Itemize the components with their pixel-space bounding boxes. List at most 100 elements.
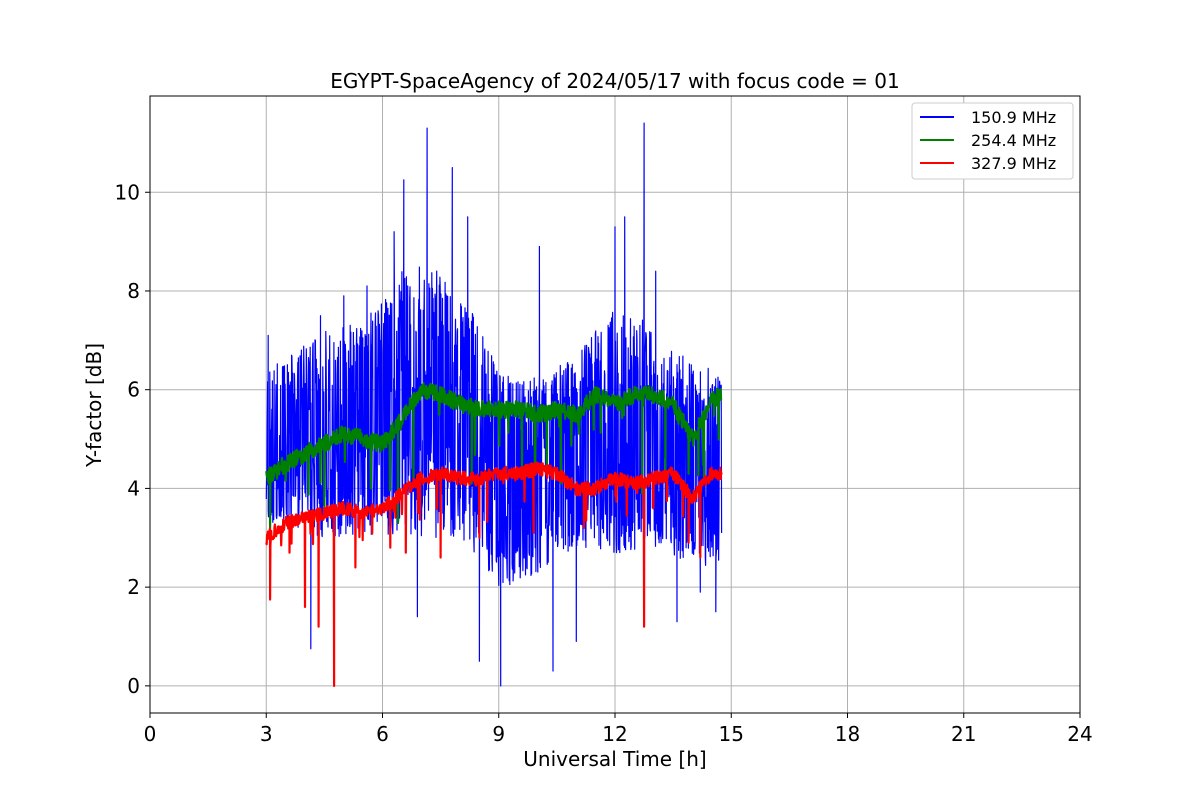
- spike-point: [643, 123, 644, 124]
- spike-point: [320, 315, 321, 316]
- spike-point: [310, 648, 311, 649]
- spike-point: [355, 567, 356, 568]
- data-point: [266, 478, 267, 479]
- x-tick-label: 0: [144, 722, 157, 746]
- data-point: [614, 478, 615, 479]
- data-point: [576, 488, 577, 489]
- data-point: [479, 409, 480, 410]
- data-point: [721, 473, 722, 474]
- data-point: [634, 394, 635, 395]
- spike-point: [655, 271, 656, 272]
- spike-point: [403, 179, 404, 180]
- data-point: [595, 394, 596, 395]
- y-axis-ticks: 0 2 4 6 8 10: [115, 180, 150, 698]
- x-tick-label: 24: [1067, 722, 1092, 746]
- spike-point: [289, 552, 290, 553]
- spike-point: [479, 661, 480, 662]
- data-point: [653, 438, 654, 439]
- data-point: [721, 463, 722, 464]
- series-254-4-mhz: [265, 382, 723, 529]
- data-point: [285, 522, 286, 523]
- data-point: [711, 399, 712, 400]
- y-tick-label: 0: [127, 674, 140, 698]
- data-point: [324, 512, 325, 513]
- series-line: [265, 382, 723, 529]
- spike-point: [394, 231, 395, 232]
- spike-point: [343, 295, 344, 296]
- data-point: [285, 458, 286, 459]
- spike-point: [268, 335, 269, 336]
- spike-point: [624, 216, 625, 217]
- data-point: [459, 404, 460, 405]
- data-point: [634, 424, 635, 425]
- data-point: [711, 463, 712, 464]
- data-point: [576, 453, 577, 454]
- x-tick-label: 3: [260, 722, 273, 746]
- data-point: [401, 493, 402, 494]
- legend: 150.9 MHz 254.4 MHz 327.9 MHz: [911, 102, 1074, 180]
- series-line: [265, 461, 723, 687]
- data-point: [459, 478, 460, 479]
- data-point: [711, 473, 712, 474]
- spike-point: [270, 599, 271, 600]
- data-point: [304, 517, 305, 518]
- data-point: [634, 483, 635, 484]
- x-tick-label: 18: [835, 722, 860, 746]
- series-150-9-mhz: [265, 122, 723, 687]
- y-tick-label: 4: [127, 476, 140, 500]
- data-point: [556, 409, 557, 410]
- data-point: [692, 458, 693, 459]
- spike-point: [715, 611, 716, 612]
- spike-point: [700, 557, 701, 558]
- series-327-9-mhz: [265, 461, 723, 687]
- data-point: [595, 443, 596, 444]
- data-point: [537, 468, 538, 469]
- data-point: [556, 458, 557, 459]
- data-point: [363, 434, 364, 435]
- spike-point: [304, 606, 305, 607]
- data-point: [556, 473, 557, 474]
- x-axis-ticks: 0 3 6 9 12 15 18 21 24: [144, 713, 1093, 746]
- spike-point: [467, 216, 468, 217]
- spike-point: [500, 685, 501, 686]
- data-point: [304, 453, 305, 454]
- spike-point: [552, 670, 553, 671]
- data-point: [673, 448, 674, 449]
- data-point: [382, 508, 383, 509]
- spike-point: [390, 547, 391, 548]
- data-point: [692, 498, 693, 499]
- data-point: [343, 508, 344, 509]
- spike-point: [700, 591, 701, 592]
- spike-point: [318, 626, 319, 627]
- x-tick-label: 9: [492, 722, 505, 746]
- y-tick-label: 8: [127, 279, 140, 303]
- spike-point: [676, 621, 677, 622]
- data-point: [653, 394, 654, 395]
- legend-box: [911, 102, 1074, 180]
- spike-point: [576, 641, 577, 642]
- legend-label-254-mhz: 254.4 MHz: [971, 131, 1056, 150]
- spike-point: [440, 557, 441, 558]
- y-tick-label: 6: [127, 378, 140, 402]
- x-tick-label: 15: [719, 722, 744, 746]
- data-point: [479, 478, 480, 479]
- data-point: [343, 434, 344, 435]
- data-point: [673, 404, 674, 405]
- spike-point: [452, 167, 453, 168]
- data-point: [721, 394, 722, 395]
- data-point: [498, 458, 499, 459]
- data-point: [673, 473, 674, 474]
- data-point: [363, 512, 364, 513]
- x-tick-label: 12: [602, 722, 627, 746]
- series-line: [265, 122, 723, 687]
- spike-point: [333, 685, 334, 686]
- spike-point: [642, 493, 643, 494]
- data-point: [498, 473, 499, 474]
- spike-point: [426, 127, 427, 128]
- data-point: [382, 443, 383, 444]
- data-point: [653, 478, 654, 479]
- data-point: [614, 424, 615, 425]
- chart-title: EGYPT-SpaceAgency of 2024/05/17 with foc…: [330, 69, 899, 93]
- data-point: [537, 414, 538, 415]
- data-point: [421, 478, 422, 479]
